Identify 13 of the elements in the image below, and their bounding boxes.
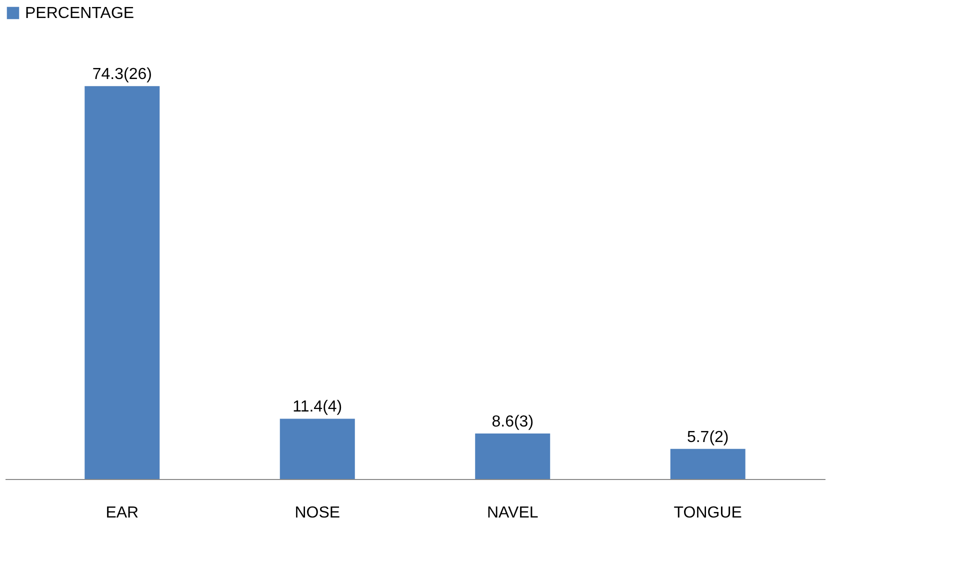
data-label: 8.6(3): [492, 414, 534, 431]
x-tick-label: NOSE: [294, 504, 340, 522]
data-label: 74.3(26): [92, 66, 152, 84]
bar: [475, 434, 550, 479]
x-tick-label: EAR: [106, 504, 139, 522]
x-tick-label: NAVEL: [486, 504, 538, 522]
bar: [84, 86, 160, 479]
x-tick-label: TONGUE: [674, 504, 742, 522]
data-label: 11.4(4): [292, 398, 342, 416]
data-label: 5.7(2): [686, 428, 729, 446]
bar: [280, 418, 355, 479]
legend-label: PERCENTAGE: [25, 5, 134, 22]
bar: [670, 448, 746, 479]
